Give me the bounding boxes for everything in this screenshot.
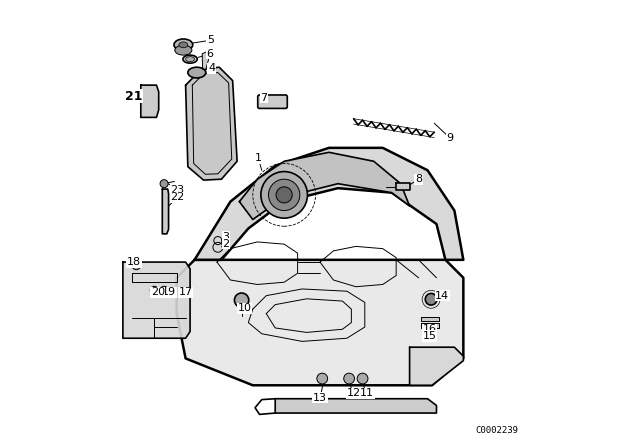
Circle shape xyxy=(160,286,168,294)
Text: 1: 1 xyxy=(255,153,262,163)
Text: 13: 13 xyxy=(313,393,327,403)
Circle shape xyxy=(261,172,307,218)
Text: 12: 12 xyxy=(346,388,361,398)
Text: 14: 14 xyxy=(435,291,449,301)
Text: 6: 6 xyxy=(207,49,214,59)
Text: 17: 17 xyxy=(179,287,193,297)
Polygon shape xyxy=(163,189,168,234)
Polygon shape xyxy=(202,52,210,69)
Text: 8: 8 xyxy=(415,174,422,184)
Ellipse shape xyxy=(183,55,197,63)
Polygon shape xyxy=(421,323,439,328)
Text: 11: 11 xyxy=(360,388,374,398)
Circle shape xyxy=(276,187,292,203)
Text: 9: 9 xyxy=(446,133,454,143)
Ellipse shape xyxy=(188,67,206,78)
Text: 15: 15 xyxy=(423,331,436,341)
Circle shape xyxy=(357,373,368,384)
Polygon shape xyxy=(186,67,237,180)
Polygon shape xyxy=(396,183,410,190)
Text: 7: 7 xyxy=(260,93,268,103)
Text: 3: 3 xyxy=(223,232,229,241)
Polygon shape xyxy=(195,148,463,260)
Circle shape xyxy=(160,180,168,188)
Text: 20: 20 xyxy=(151,287,165,297)
Ellipse shape xyxy=(179,42,188,48)
Circle shape xyxy=(234,293,249,307)
Ellipse shape xyxy=(175,45,192,55)
Polygon shape xyxy=(141,85,159,117)
Text: 16: 16 xyxy=(423,324,436,334)
Text: 2: 2 xyxy=(222,239,230,249)
Text: 22: 22 xyxy=(170,192,185,202)
Text: 23: 23 xyxy=(170,185,184,194)
Circle shape xyxy=(132,261,141,270)
Circle shape xyxy=(150,286,158,294)
Text: 18: 18 xyxy=(127,257,141,267)
Text: 19: 19 xyxy=(162,287,176,297)
FancyBboxPatch shape xyxy=(258,95,287,108)
Polygon shape xyxy=(123,262,190,338)
Text: C0002239: C0002239 xyxy=(476,426,518,435)
Polygon shape xyxy=(239,152,410,220)
Polygon shape xyxy=(421,317,439,321)
Text: 21: 21 xyxy=(125,90,143,103)
Text: 4: 4 xyxy=(208,63,215,73)
Ellipse shape xyxy=(186,57,195,62)
Text: 5: 5 xyxy=(207,35,214,45)
Ellipse shape xyxy=(174,39,193,51)
Circle shape xyxy=(344,373,355,384)
Circle shape xyxy=(317,373,328,384)
Circle shape xyxy=(425,293,437,305)
Circle shape xyxy=(269,179,300,211)
Polygon shape xyxy=(177,260,463,385)
Polygon shape xyxy=(410,347,463,385)
Text: 10: 10 xyxy=(237,303,252,313)
Polygon shape xyxy=(275,399,436,413)
